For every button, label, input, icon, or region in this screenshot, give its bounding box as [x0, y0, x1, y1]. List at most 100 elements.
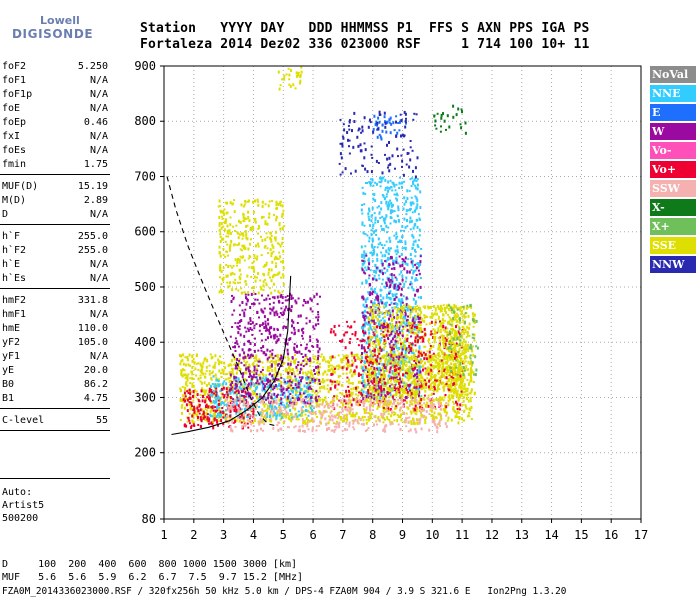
echo-point	[316, 359, 319, 362]
echo-point	[396, 419, 399, 423]
echo-point	[288, 307, 291, 311]
echo-point	[410, 366, 413, 369]
echo-point	[368, 373, 371, 377]
echo-point	[256, 276, 258, 279]
echo-point	[474, 391, 476, 394]
echo-point	[402, 344, 405, 347]
echo-point	[268, 303, 271, 306]
echo-point	[287, 371, 290, 375]
echo-point	[405, 392, 408, 395]
echo-point	[411, 177, 414, 180]
echo-point	[195, 390, 198, 393]
echo-point	[298, 376, 301, 379]
echo-point	[464, 329, 467, 331]
echo-point	[419, 396, 422, 400]
echo-point	[384, 188, 387, 191]
echo-point	[370, 306, 373, 309]
echo-point	[252, 267, 255, 270]
echo-point	[300, 353, 303, 355]
echo-point	[220, 411, 223, 414]
echo-point	[460, 310, 463, 314]
echo-point	[384, 340, 387, 344]
echo-point	[244, 247, 247, 251]
echo-point	[393, 297, 396, 301]
echo-point	[238, 358, 241, 361]
echo-point	[433, 340, 436, 344]
echo-point	[193, 407, 196, 411]
param-name: hmF2	[2, 295, 27, 306]
echo-point	[316, 391, 319, 394]
echo-point	[305, 382, 308, 385]
echo-point	[364, 300, 367, 304]
echo-point	[291, 397, 294, 399]
echo-point	[349, 401, 352, 404]
echo-point	[254, 376, 257, 379]
echo-point	[259, 376, 262, 380]
echo-point	[279, 312, 282, 314]
echo-point	[454, 346, 457, 350]
echo-point	[291, 379, 294, 383]
echo-point	[370, 395, 373, 399]
echo-point	[395, 311, 398, 314]
echo-point	[467, 349, 470, 352]
echo-point	[257, 203, 260, 207]
echo-point	[231, 386, 234, 389]
echo-point	[236, 367, 238, 370]
echo-point	[289, 375, 292, 379]
echo-point	[412, 375, 415, 378]
echo-point	[437, 306, 440, 310]
echo-point	[410, 355, 413, 359]
echo-point	[365, 400, 368, 403]
echo-point	[415, 186, 418, 190]
echo-point	[388, 263, 391, 266]
echo-point	[298, 414, 301, 417]
echo-point	[464, 387, 467, 390]
echo-point	[212, 390, 215, 393]
echo-point	[412, 409, 415, 413]
echo-point	[260, 339, 263, 342]
echo-point	[360, 347, 363, 350]
echo-point	[241, 348, 244, 352]
echo-point	[262, 416, 265, 419]
echo-point	[381, 355, 384, 359]
echo-point	[417, 326, 419, 330]
echo-point	[382, 317, 384, 320]
echo-point	[409, 324, 411, 328]
echo-point	[219, 240, 222, 243]
echo-point	[408, 220, 411, 224]
echo-point	[199, 377, 202, 379]
echo-point	[403, 304, 405, 307]
echo-point	[225, 211, 228, 215]
echo-point	[182, 353, 185, 357]
echo-point	[399, 283, 402, 286]
echo-point	[253, 400, 256, 402]
echo-point	[268, 268, 271, 272]
echo-point	[255, 244, 257, 248]
echo-point	[393, 373, 396, 377]
echo-point	[273, 213, 275, 216]
echo-point	[333, 356, 336, 359]
echo-point	[468, 326, 471, 330]
echo-point	[366, 234, 369, 237]
echo-point	[390, 346, 393, 349]
echo-point	[360, 382, 363, 385]
echo-point	[377, 416, 380, 419]
echo-point	[213, 385, 216, 388]
echo-point	[393, 284, 396, 288]
echo-point	[273, 386, 276, 389]
echo-point	[383, 418, 386, 421]
echo-point	[295, 377, 298, 381]
echo-point	[243, 364, 246, 367]
echo-point	[404, 314, 407, 317]
echo-point	[401, 236, 403, 239]
echo-point	[350, 391, 353, 394]
echo-point	[362, 314, 365, 318]
echo-point	[180, 360, 183, 363]
echo-point	[377, 348, 380, 351]
echo-point	[406, 334, 409, 337]
echo-point	[419, 316, 422, 320]
echo-point	[434, 374, 437, 377]
echo-point	[408, 305, 411, 309]
echo-point	[402, 295, 405, 298]
echo-point	[386, 186, 389, 190]
